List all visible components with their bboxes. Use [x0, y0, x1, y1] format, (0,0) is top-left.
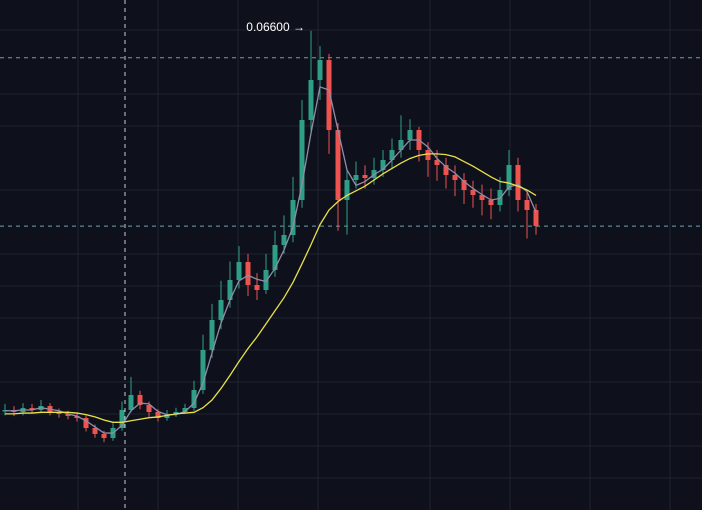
candle-body	[137, 395, 143, 405]
candle-body	[263, 270, 269, 290]
candle-body	[362, 175, 368, 178]
candle-body	[335, 130, 341, 200]
candle-body	[209, 320, 215, 350]
candle-body	[227, 280, 233, 300]
candle-body	[146, 405, 152, 412]
candle-body	[326, 60, 332, 130]
candle-body	[101, 434, 107, 438]
candle-body	[479, 195, 485, 200]
candle-body	[308, 80, 314, 120]
candle-body	[290, 200, 296, 235]
candle-body	[389, 150, 395, 160]
candle-body	[236, 262, 242, 280]
candle-body	[380, 160, 386, 170]
candle-body	[515, 165, 521, 200]
candle-body	[83, 418, 89, 428]
candle-body	[443, 165, 449, 175]
candle-body	[281, 235, 287, 245]
candle-body	[506, 165, 512, 190]
candle-body	[461, 180, 467, 190]
candle-body	[245, 262, 251, 285]
candle-body	[92, 428, 98, 434]
candle-body	[425, 150, 431, 160]
candle-body	[182, 408, 188, 412]
plot: 0.06600 →	[0, 20, 702, 443]
moving-average	[5, 86, 537, 434]
candle-body	[173, 412, 179, 414]
candle-body	[155, 412, 161, 418]
candle-body	[452, 175, 458, 180]
candle-body	[56, 412, 62, 414]
candle-body	[524, 200, 530, 210]
candle-body	[299, 120, 305, 200]
candle-body	[353, 175, 359, 180]
candle-body	[470, 190, 476, 195]
candle-body	[398, 140, 404, 150]
candle-body	[191, 390, 197, 408]
candle-body	[488, 200, 494, 205]
candle-body	[128, 395, 134, 410]
moving-average	[5, 153, 537, 423]
candle-body	[65, 414, 71, 416]
candle-body	[533, 210, 539, 226]
candle-body	[29, 408, 35, 410]
max-price-label: 0.06600 →	[246, 20, 305, 34]
candle-body	[119, 410, 125, 428]
candle-body	[344, 180, 350, 200]
candle-body	[254, 285, 260, 290]
candle-body	[434, 160, 440, 165]
candle-body	[317, 60, 323, 80]
candle-body	[200, 350, 206, 390]
candle-body	[74, 416, 80, 418]
candle-body	[272, 245, 278, 270]
candle-body	[218, 300, 224, 320]
candle-body	[407, 130, 413, 140]
